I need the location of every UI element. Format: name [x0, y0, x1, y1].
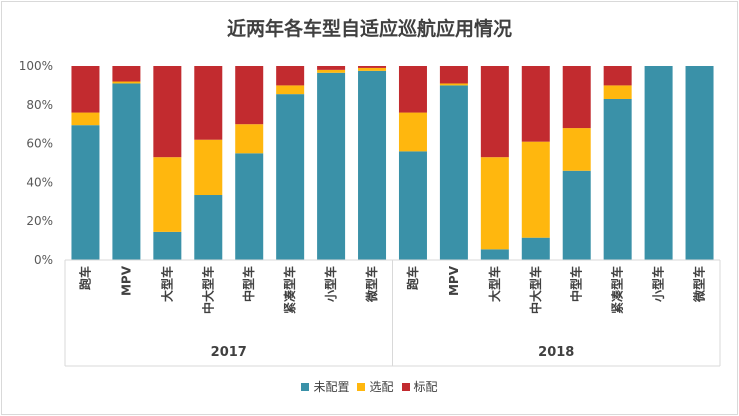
- bar-optional: [358, 67, 387, 71]
- x-tick-label: 中型车: [241, 266, 256, 302]
- bar-standard: [317, 66, 346, 70]
- x-tick-label: 小型车: [651, 266, 666, 302]
- bar-optional: [480, 157, 509, 250]
- legend-swatch: [401, 383, 410, 391]
- y-tick-label: 100%: [19, 59, 53, 73]
- legend-item: 未配置: [301, 378, 349, 395]
- bar-unconfigured: [603, 98, 632, 260]
- bar-unconfigured: [685, 66, 714, 260]
- y-tick-label: 0%: [34, 253, 53, 267]
- bar-standard: [398, 66, 427, 113]
- x-tick-label: MPV: [447, 265, 461, 296]
- x-tick-label: 中型车: [569, 266, 584, 302]
- bar-optional: [194, 139, 223, 196]
- y-tick-label: 20%: [26, 214, 53, 228]
- bar-unconfigured: [235, 153, 264, 260]
- legend-label: 未配置: [313, 380, 350, 394]
- bar-optional: [235, 124, 264, 154]
- x-tick-label: 紧凑型车: [610, 266, 625, 314]
- bar-unconfigured: [71, 125, 100, 260]
- bar-unconfigured: [439, 85, 468, 261]
- bar-unconfigured: [521, 237, 550, 260]
- x-tick-label: 大型车: [487, 266, 502, 302]
- bar-optional: [317, 69, 346, 73]
- bar-standard: [562, 66, 591, 129]
- bar-unconfigured: [317, 72, 346, 260]
- bar-optional: [398, 112, 427, 152]
- x-tick-label: 跑车: [405, 266, 420, 290]
- bar-optional: [439, 83, 468, 86]
- legend-item: 选配: [357, 378, 394, 395]
- bar-unconfigured: [398, 151, 427, 260]
- legend-swatch: [357, 383, 366, 391]
- bar-optional: [153, 157, 182, 232]
- y-tick-label: 40%: [26, 175, 53, 189]
- group-label: 2018: [538, 345, 574, 360]
- bar-standard: [358, 66, 387, 68]
- bar-optional: [562, 128, 591, 171]
- x-tick-label: MPV: [119, 265, 133, 296]
- bar-standard: [235, 66, 264, 125]
- bar-unconfigured: [562, 170, 591, 260]
- bar-unconfigured: [644, 66, 673, 260]
- legend-label: 选配: [369, 380, 394, 394]
- x-tick-label: 微型车: [364, 266, 379, 303]
- bar-unconfigured: [358, 70, 387, 260]
- bar-unconfigured: [153, 231, 182, 260]
- group-label: 2017: [211, 345, 247, 360]
- bar-standard: [153, 66, 182, 158]
- bar-optional: [112, 81, 141, 84]
- bar-optional: [521, 141, 550, 238]
- bar-standard: [480, 66, 509, 158]
- x-tick-label: 紧凑型车: [282, 266, 297, 314]
- bar-unconfigured: [194, 195, 223, 260]
- bar-unconfigured: [112, 83, 141, 261]
- bar-standard: [194, 66, 223, 140]
- bar-optional: [71, 112, 100, 126]
- x-tick-label: 中大型车: [200, 266, 215, 314]
- legend: 未配置 选配 标配: [0, 378, 739, 395]
- x-tick-label: 跑车: [77, 266, 92, 290]
- x-tick-label: 大型车: [159, 266, 174, 302]
- chart-title: 近两年各车型自适应巡航应用情况: [226, 18, 512, 40]
- bar-unconfigured: [276, 94, 305, 260]
- bar-standard: [439, 66, 468, 84]
- y-tick-label: 80%: [26, 98, 53, 112]
- bar-unconfigured: [480, 249, 509, 260]
- x-tick-label: 微型车: [692, 266, 707, 303]
- bar-standard: [521, 66, 550, 142]
- legend-item: 标配: [401, 378, 438, 395]
- bar-standard: [112, 66, 141, 82]
- bar-standard: [603, 66, 632, 86]
- bar-standard: [276, 66, 305, 86]
- bar-optional: [603, 85, 632, 99]
- bar-standard: [71, 66, 100, 113]
- legend-swatch: [301, 383, 310, 391]
- x-tick-label: 中大型车: [528, 266, 543, 314]
- y-tick-label: 60%: [26, 137, 53, 151]
- x-tick-label: 小型车: [323, 266, 338, 302]
- bar-optional: [276, 85, 305, 95]
- legend-label: 标配: [413, 380, 438, 394]
